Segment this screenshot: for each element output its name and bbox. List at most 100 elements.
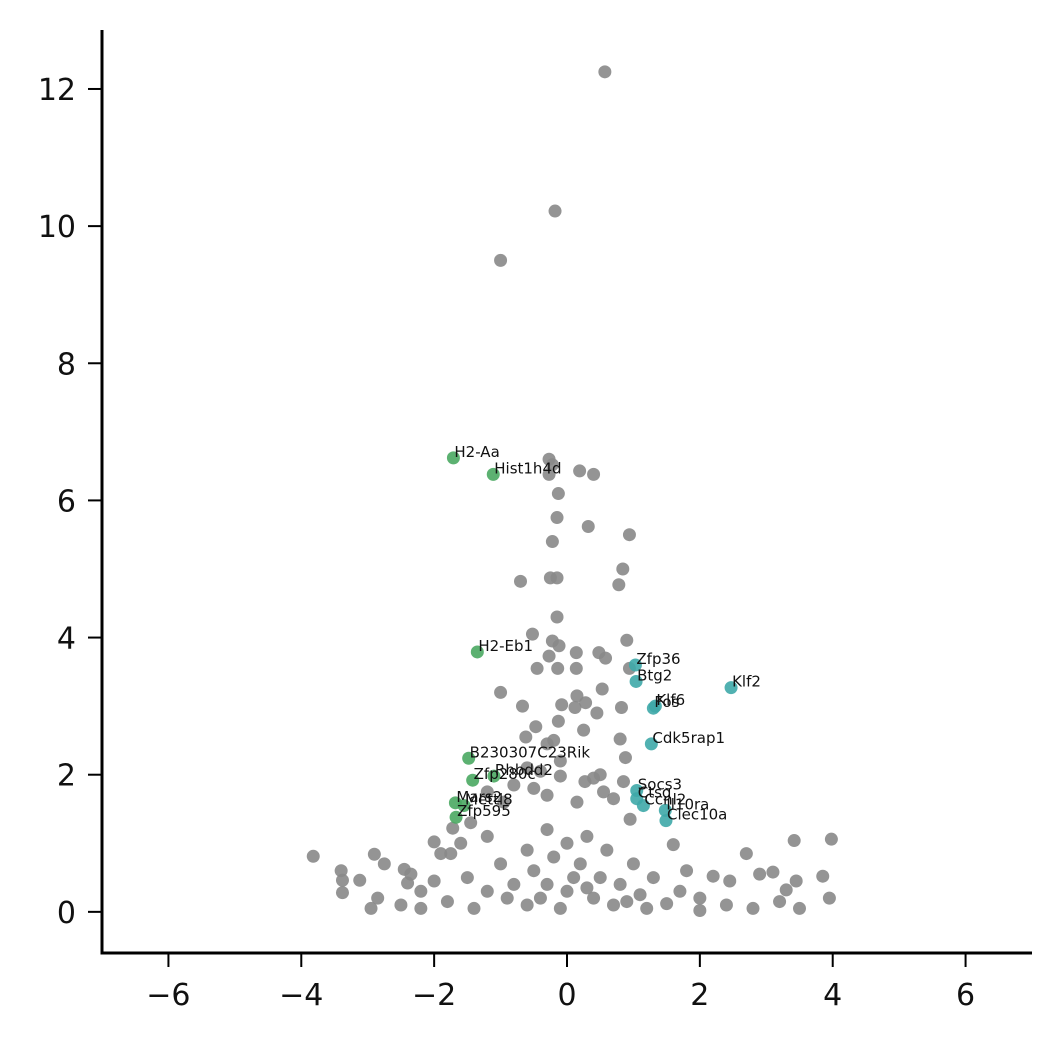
point-label: Ccnl2: [644, 791, 686, 809]
point: [595, 682, 609, 696]
point: [600, 843, 614, 857]
point: [494, 685, 508, 699]
point: [334, 864, 348, 878]
point: [540, 737, 554, 751]
point: [766, 865, 780, 879]
point: [706, 869, 720, 883]
point: [529, 720, 543, 734]
x-tick-label: −4: [279, 978, 323, 1013]
point: [487, 769, 501, 783]
point: [353, 873, 367, 887]
point-label: Rhbdd2: [495, 761, 553, 779]
point: [693, 891, 707, 905]
point: [480, 829, 494, 843]
point: [680, 864, 694, 878]
point: [377, 857, 391, 871]
point: [467, 901, 481, 915]
point: [466, 773, 480, 787]
point: [659, 814, 673, 828]
point: [816, 869, 830, 883]
point: [434, 847, 448, 861]
point: [587, 891, 601, 905]
point: [616, 775, 630, 789]
point-label: Btg2: [637, 666, 672, 684]
point: [550, 511, 564, 525]
point-label: H2-Eb1: [478, 637, 533, 655]
point: [552, 639, 566, 653]
point: [542, 467, 556, 481]
point: [646, 871, 660, 885]
point: [658, 803, 672, 817]
point-label: Klf6: [656, 691, 685, 709]
y-tick-label: 2: [57, 759, 76, 794]
point: [581, 519, 595, 533]
point: [824, 832, 838, 846]
point: [446, 821, 460, 835]
point: [793, 901, 806, 915]
x-tick-label: 0: [557, 978, 576, 1013]
point: [577, 723, 591, 737]
point: [449, 810, 463, 824]
point: [540, 877, 554, 891]
point: [579, 696, 593, 710]
point: [480, 785, 494, 799]
point: [553, 769, 567, 783]
point: [427, 874, 441, 888]
point: [723, 874, 737, 888]
point: [507, 778, 521, 792]
point: [753, 867, 767, 881]
point: [673, 884, 687, 898]
point-label: Zfp280c: [474, 765, 536, 783]
point: [542, 649, 556, 663]
point: [527, 864, 541, 878]
point-label: Il10ra: [666, 795, 709, 813]
point: [550, 610, 564, 624]
point: [494, 253, 508, 267]
point: [613, 732, 627, 746]
point: [520, 898, 534, 912]
point: [614, 701, 628, 715]
point: [527, 781, 541, 795]
y-tick-label: 10: [38, 210, 76, 245]
point: [789, 874, 803, 888]
point: [573, 857, 587, 871]
point: [440, 895, 454, 909]
point: [548, 204, 562, 218]
point-label: Hist1h4d: [494, 459, 561, 477]
point: [335, 886, 349, 900]
point: [616, 562, 630, 576]
point: [545, 535, 559, 549]
point: [593, 768, 607, 782]
point: [497, 795, 511, 809]
point: [414, 884, 428, 898]
point: [553, 754, 567, 768]
point: [593, 871, 607, 885]
point: [628, 658, 642, 672]
point-label: Clec10a: [667, 806, 727, 824]
point: [597, 785, 611, 799]
point: [404, 867, 418, 881]
point: [779, 883, 793, 897]
point: [578, 775, 592, 789]
point: [739, 847, 753, 861]
point: [620, 895, 634, 909]
point: [622, 528, 636, 542]
point: [507, 877, 521, 891]
point: [364, 901, 378, 915]
point: [446, 451, 460, 465]
point: [519, 730, 533, 744]
point: [636, 799, 650, 813]
point-label: B230307C23Rik: [470, 743, 591, 761]
point: [547, 850, 561, 864]
point: [533, 891, 547, 905]
point: [551, 714, 565, 728]
point: [560, 836, 574, 850]
point: [612, 578, 626, 592]
point: [590, 706, 604, 720]
point: [629, 674, 643, 688]
point: [540, 823, 554, 837]
point: [444, 847, 458, 861]
point: [520, 843, 534, 857]
point: [633, 888, 647, 902]
